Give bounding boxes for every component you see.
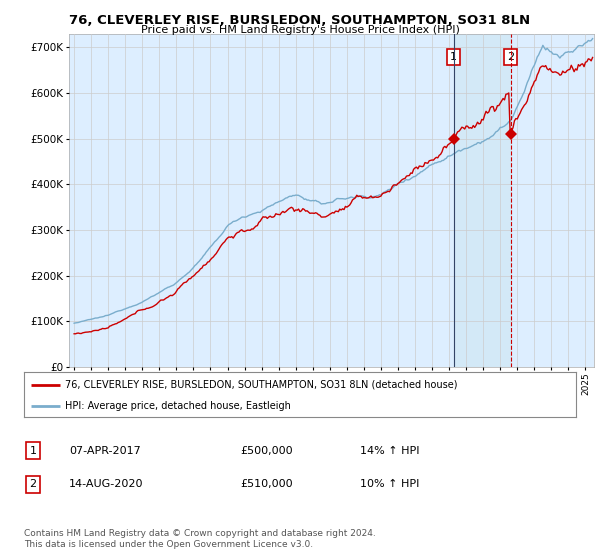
Text: 1: 1 bbox=[450, 52, 457, 62]
Text: 76, CLEVERLEY RISE, BURSLEDON, SOUTHAMPTON, SO31 8LN (detached house): 76, CLEVERLEY RISE, BURSLEDON, SOUTHAMPT… bbox=[65, 380, 458, 390]
Text: 14% ↑ HPI: 14% ↑ HPI bbox=[360, 446, 419, 456]
Text: Contains HM Land Registry data © Crown copyright and database right 2024.
This d: Contains HM Land Registry data © Crown c… bbox=[24, 529, 376, 549]
Text: 10% ↑ HPI: 10% ↑ HPI bbox=[360, 479, 419, 489]
Text: 1: 1 bbox=[29, 446, 37, 456]
Text: 76, CLEVERLEY RISE, BURSLEDON, SOUTHAMPTON, SO31 8LN: 76, CLEVERLEY RISE, BURSLEDON, SOUTHAMPT… bbox=[70, 14, 530, 27]
Text: 2: 2 bbox=[29, 479, 37, 489]
Text: 2: 2 bbox=[507, 52, 514, 62]
Text: HPI: Average price, detached house, Eastleigh: HPI: Average price, detached house, East… bbox=[65, 401, 291, 411]
Text: £500,000: £500,000 bbox=[240, 446, 293, 456]
Text: Price paid vs. HM Land Registry's House Price Index (HPI): Price paid vs. HM Land Registry's House … bbox=[140, 25, 460, 35]
Text: £510,000: £510,000 bbox=[240, 479, 293, 489]
Text: 14-AUG-2020: 14-AUG-2020 bbox=[69, 479, 143, 489]
Bar bbox=[454, 34, 511, 367]
Text: 07-APR-2017: 07-APR-2017 bbox=[69, 446, 141, 456]
